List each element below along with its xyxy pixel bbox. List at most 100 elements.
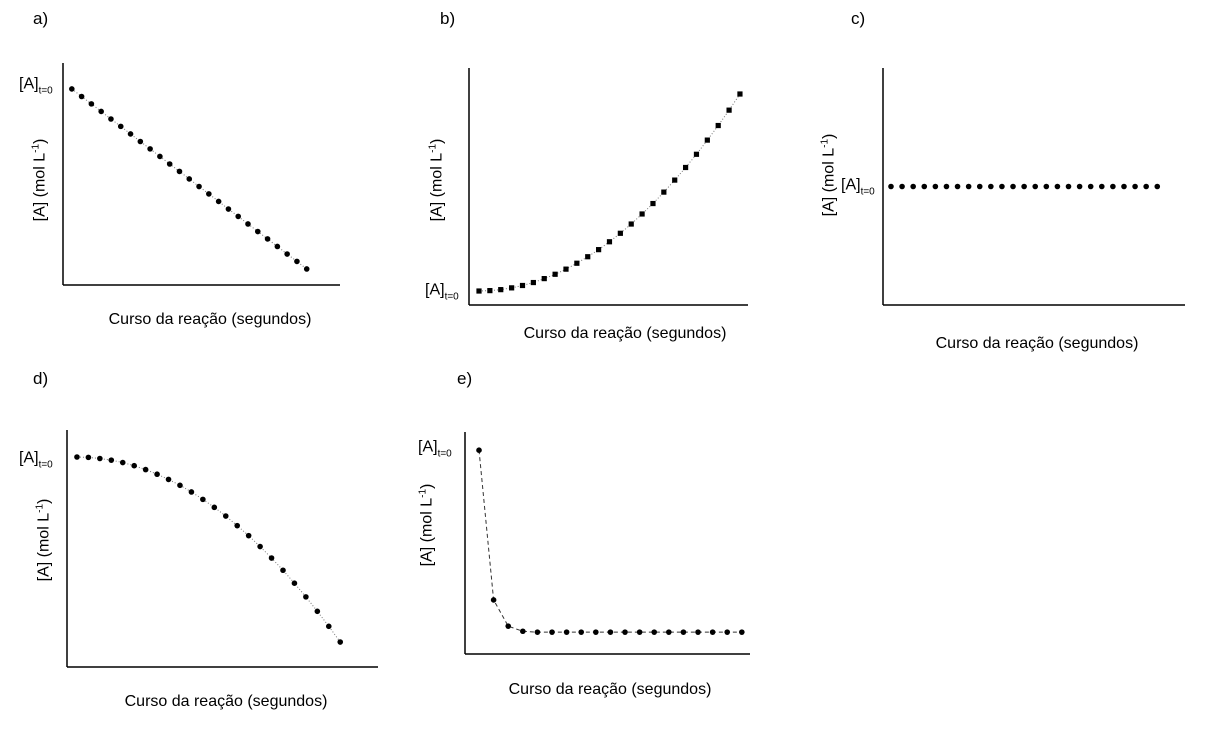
data-point-c bbox=[1098, 183, 1105, 190]
y-axis-label-e: [A] (mol L-1) bbox=[417, 483, 436, 567]
data-point-d bbox=[119, 459, 126, 466]
data-point-b bbox=[519, 282, 526, 289]
data-point-d bbox=[74, 454, 80, 460]
data-point-e bbox=[680, 629, 687, 635]
x-axis-label-a: Curso da reação (segundos) bbox=[108, 311, 312, 328]
data-point-c bbox=[1143, 183, 1149, 190]
data-point-b bbox=[574, 260, 580, 266]
data-point-c bbox=[910, 183, 916, 190]
data-point-a bbox=[69, 86, 75, 92]
data-point-c bbox=[1132, 183, 1138, 190]
y-initial-label-b: [A]t=0 bbox=[425, 281, 459, 303]
data-point-c bbox=[921, 183, 928, 190]
data-point-a bbox=[176, 168, 183, 175]
data-point-d bbox=[85, 454, 92, 461]
data-point-d bbox=[257, 543, 263, 550]
data-point-a bbox=[284, 251, 290, 257]
data-point-b bbox=[541, 276, 547, 282]
data-point-c bbox=[1043, 183, 1050, 190]
series-line-d bbox=[76, 456, 341, 643]
data-point-e bbox=[709, 629, 716, 635]
y-axis-label-c: [A] (mol L-1) bbox=[819, 133, 838, 217]
data-point-d bbox=[154, 471, 160, 478]
data-point-d bbox=[268, 555, 275, 561]
y-initial-label-a: [A]t=0 bbox=[19, 75, 53, 97]
data-point-b bbox=[650, 200, 656, 207]
data-point-b bbox=[704, 137, 710, 143]
data-point-a bbox=[186, 176, 193, 182]
data-point-e bbox=[724, 629, 731, 635]
data-point-e bbox=[520, 628, 526, 635]
data-point-a bbox=[88, 101, 95, 107]
data-point-c bbox=[1065, 183, 1072, 190]
data-point-e bbox=[695, 629, 701, 635]
x-axis-label-b: Curso da reação (segundos) bbox=[523, 325, 727, 342]
data-point-d bbox=[200, 496, 206, 503]
data-point-e bbox=[651, 629, 658, 635]
data-point-e bbox=[739, 629, 745, 635]
data-point-c bbox=[888, 183, 894, 190]
data-point-b bbox=[682, 164, 689, 171]
data-point-c bbox=[1054, 183, 1061, 190]
data-point-d bbox=[280, 567, 286, 574]
data-point-b bbox=[693, 151, 700, 157]
data-point-a bbox=[215, 198, 222, 205]
data-point-d bbox=[142, 466, 149, 473]
data-point-d bbox=[234, 522, 241, 529]
y-initial-label-e: [A]t=0 bbox=[418, 438, 452, 460]
data-point-d bbox=[291, 580, 298, 586]
data-point-a bbox=[294, 258, 300, 265]
data-point-a bbox=[147, 146, 153, 152]
data-point-a bbox=[235, 213, 242, 220]
data-point-d bbox=[245, 532, 252, 539]
data-point-c bbox=[999, 183, 1005, 190]
data-point-a bbox=[196, 183, 202, 190]
data-point-a bbox=[127, 131, 134, 137]
data-point-a bbox=[117, 123, 124, 130]
panel-label-a: a) bbox=[33, 9, 49, 28]
data-point-a bbox=[303, 266, 310, 272]
data-point-a bbox=[108, 116, 114, 122]
data-point-e bbox=[666, 629, 672, 635]
data-point-d bbox=[314, 608, 321, 615]
y-initial-label-c: [A]t=0 bbox=[841, 176, 875, 198]
data-point-c bbox=[1076, 183, 1083, 190]
data-point-a bbox=[137, 138, 144, 145]
data-point-b bbox=[737, 91, 743, 97]
data-point-a bbox=[157, 153, 163, 160]
data-point-b bbox=[617, 230, 623, 236]
y-initial-label-d: [A]t=0 bbox=[19, 449, 53, 471]
data-point-c bbox=[1021, 183, 1027, 190]
data-point-c bbox=[1154, 183, 1161, 190]
data-point-a bbox=[245, 221, 251, 227]
data-point-c bbox=[1032, 183, 1039, 190]
panel-label-d: d) bbox=[33, 369, 49, 388]
data-point-d bbox=[337, 639, 344, 645]
data-point-c bbox=[943, 183, 950, 190]
data-point-b bbox=[563, 266, 569, 272]
data-point-d bbox=[222, 513, 229, 519]
data-point-b bbox=[585, 254, 591, 260]
data-point-b bbox=[476, 288, 482, 294]
series-line-b bbox=[478, 93, 741, 292]
data-point-a bbox=[166, 161, 173, 167]
data-point-e bbox=[563, 629, 570, 635]
data-point-e bbox=[549, 629, 555, 635]
data-point-e bbox=[490, 597, 497, 603]
y-axis-label-b: [A] (mol L-1) bbox=[427, 138, 446, 222]
data-point-b bbox=[498, 287, 504, 293]
data-point-e bbox=[505, 623, 512, 629]
data-point-a bbox=[78, 93, 85, 100]
x-axis-label-d: Curso da reação (segundos) bbox=[124, 693, 328, 710]
data-point-b bbox=[530, 279, 536, 286]
x-axis-label-e: Curso da reação (segundos) bbox=[508, 681, 712, 698]
data-point-d bbox=[131, 462, 137, 469]
data-point-b bbox=[639, 211, 645, 217]
data-point-c bbox=[954, 183, 961, 190]
data-point-e bbox=[476, 447, 482, 453]
data-point-d bbox=[303, 594, 309, 600]
data-point-b bbox=[715, 122, 721, 129]
data-point-c bbox=[1121, 183, 1127, 190]
data-point-d bbox=[188, 489, 195, 495]
